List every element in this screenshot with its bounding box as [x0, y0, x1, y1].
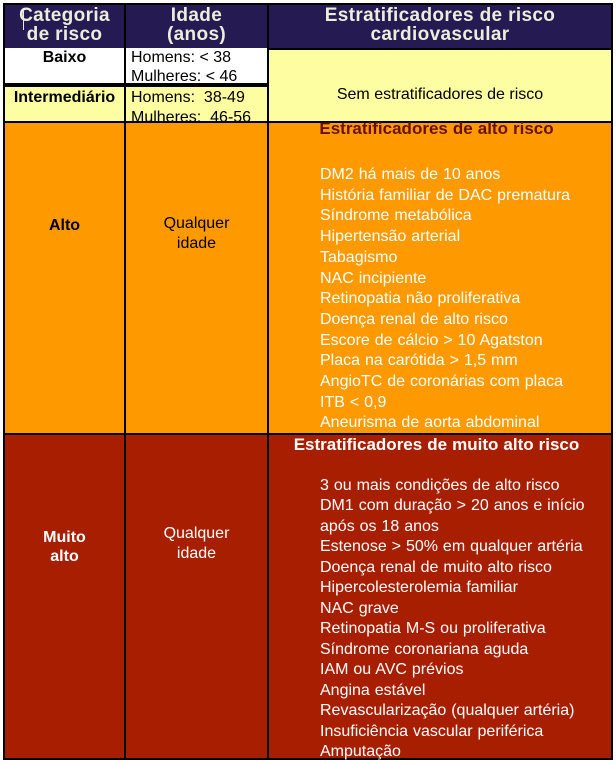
intermediate-risk-category-cell: Intermediário	[5, 87, 124, 121]
list-item: Hipercolesterolemia familiar	[320, 579, 518, 596]
no-stratifiers-cell: Sem estratificadores de risco	[269, 50, 611, 121]
header-age: Idade (anos)	[126, 5, 267, 48]
list-item: NAC grave	[320, 599, 399, 617]
very-high-risk-age-cell: Qualquer idade	[126, 435, 267, 758]
list-item: 3 ou mais condições de alto risco	[320, 476, 560, 494]
list-item: Retinopatia não proliferativa	[320, 290, 521, 308]
intermediate-risk-age-cell: Homens: 38-49 Mulheres: 46-56	[126, 87, 267, 126]
text-cursor	[23, 10, 25, 30]
list-item: Doença renal de alto risco	[320, 310, 508, 328]
very-high-risk-stratifiers-cell: Estratificadores de muito alto risco 3 o…	[269, 435, 611, 760]
high-risk-stratifiers-cell: Estratificadores de alto risco DM2 há ma…	[269, 119, 611, 434]
list-item: NAC incipiente	[320, 269, 427, 287]
header-stratifiers: Estratificadores de risco cardiovascular	[269, 5, 611, 48]
low-risk-category-cell: Baixo	[5, 47, 124, 83]
list-item: DM1 com duração > 20 anos e início após …	[320, 497, 585, 535]
list-item: Tabagismo	[320, 248, 398, 266]
very-high-risk-stratifiers-list: 3 ou mais condições de alto risco DM1 co…	[269, 476, 611, 763]
list-item: AngioTC de coronárias com placa	[320, 373, 564, 391]
list-item: Síndrome metabólica	[320, 207, 472, 225]
list-item: ITB < 0,9	[320, 393, 387, 411]
high-risk-stratifiers-title: Estratificadores de alto risco	[319, 119, 554, 138]
list-item: IAM ou AVC prévios	[320, 661, 464, 678]
list-item: Placa na carótida > 1,5 mm	[320, 352, 518, 370]
low-risk-age-cell: Homens: < 38 Mulheres: < 46	[126, 47, 267, 85]
risk-stratification-table: Categoria de risco Idade (anos) Estratif…	[3, 3, 613, 760]
header-stratifiers-label: Estratificadores de risco cardiovascular	[324, 5, 556, 45]
header-risk-category: Categoria de risco	[5, 5, 124, 48]
list-item: Insuficiência vascular periférica	[320, 722, 544, 740]
very-high-risk-category-cell: Muito alto	[5, 435, 124, 758]
list-item: Doença renal de muito alto risco	[320, 558, 552, 576]
list-item: Hipertensão arterial	[320, 228, 461, 246]
list-item: Escore de cálcio > 10 Agatston	[320, 331, 543, 349]
list-item: Revascularização (qualquer artéria)	[320, 702, 575, 719]
list-item: DM2 há mais de 10 anos	[320, 166, 501, 183]
list-item: Amputação	[320, 743, 401, 760]
high-risk-stratifiers-list: DM2 há mais de 10 anos História familiar…	[269, 165, 611, 434]
list-item: Estenose > 50% em qualquer artéria	[320, 538, 583, 555]
list-item: Aneurisma de aorta abdominal	[320, 414, 540, 432]
list-item: Retinopatia M-S ou proliferativa	[320, 620, 546, 637]
header-risk-category-label: Categoria de risco	[19, 5, 110, 45]
high-risk-category-cell: Alto	[5, 123, 124, 433]
header-age-label: Idade (anos)	[166, 5, 227, 45]
list-item: Síndrome coronariana aguda	[320, 640, 529, 658]
very-high-risk-stratifiers-title: Estratificadores de muito alto risco	[293, 435, 580, 454]
high-risk-age-cell: Qualquer idade	[126, 123, 267, 433]
list-item: Angina estável	[320, 681, 426, 699]
list-item: História familiar de DAC prematura	[320, 186, 571, 204]
